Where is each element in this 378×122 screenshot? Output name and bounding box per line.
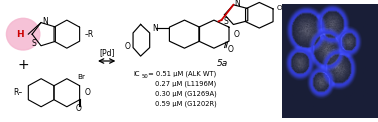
Text: S: S xyxy=(224,17,228,26)
Text: Br: Br xyxy=(77,74,85,81)
Text: R–: R– xyxy=(13,88,23,97)
Text: N: N xyxy=(43,17,48,26)
Text: OMe: OMe xyxy=(276,5,293,11)
Text: 0.30 μM (G1269A): 0.30 μM (G1269A) xyxy=(155,91,217,97)
Text: O: O xyxy=(228,45,234,54)
Text: N: N xyxy=(234,0,240,8)
Text: O: O xyxy=(234,30,240,39)
Text: O: O xyxy=(84,88,90,97)
Text: –R: –R xyxy=(84,30,93,39)
Circle shape xyxy=(6,18,40,50)
Text: O: O xyxy=(76,104,82,113)
Text: 50: 50 xyxy=(141,74,148,79)
Text: N: N xyxy=(152,24,158,33)
Text: 5a: 5a xyxy=(217,59,228,68)
Text: +: + xyxy=(17,58,29,72)
Text: S: S xyxy=(31,39,36,48)
Text: H: H xyxy=(16,30,24,39)
Text: IC: IC xyxy=(133,71,139,77)
Text: 0.59 μM (G1202R): 0.59 μM (G1202R) xyxy=(155,100,217,107)
Text: [Pd]: [Pd] xyxy=(99,48,115,57)
Text: O: O xyxy=(124,42,130,51)
Text: 0.27 μM (L1196M): 0.27 μM (L1196M) xyxy=(155,81,216,87)
Text: = 0.51 μM (ALK WT): = 0.51 μM (ALK WT) xyxy=(146,71,216,77)
